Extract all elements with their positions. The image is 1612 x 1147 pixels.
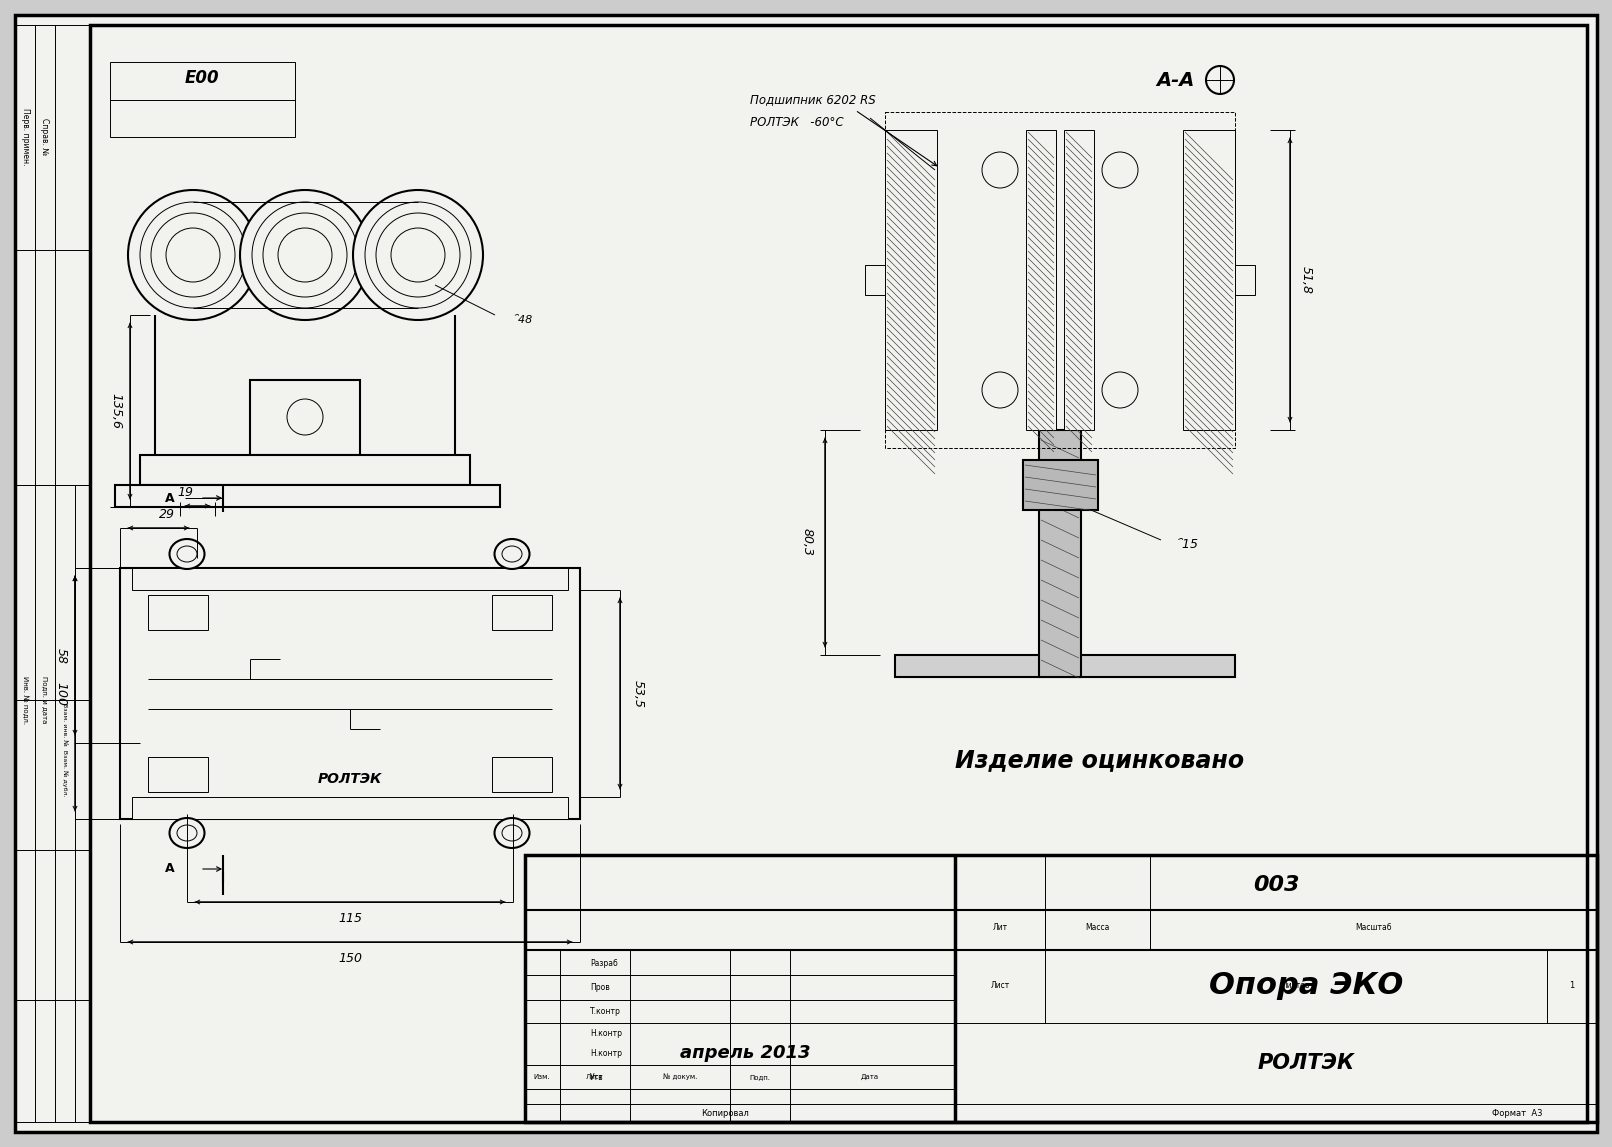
Circle shape [982,153,1019,188]
Text: Справ. №: Справ. № [40,118,50,156]
Bar [148,757,208,791]
Text: Взам. инв. №  Взам. № дубл.: Взам. инв. № Взам. № дубл. [63,703,68,797]
Text: Изделие оцинковано: Изделие оцинковано [956,748,1244,772]
Text: 29: 29 [160,507,176,521]
Text: Масса: Масса [1085,923,1109,933]
Circle shape [353,190,484,320]
Text: Пров: Пров [590,983,609,992]
Text: ҄15: ҄15 [1183,538,1199,552]
Text: Инв. № подл.: Инв. № подл. [21,676,29,724]
Text: E00: E00 [185,69,219,87]
Bar [132,797,567,819]
Text: A-A: A-A [1157,70,1194,89]
Text: 80,3: 80,3 [801,529,814,556]
Text: Н.контр: Н.контр [590,1030,622,1038]
Text: 135,6: 135,6 [110,393,123,429]
Text: Лит: Лит [993,923,1008,933]
Text: № докум.: № докум. [663,1074,696,1080]
Text: Н.контр: Н.контр [590,1048,622,1058]
Bar [1183,130,1235,430]
Ellipse shape [495,539,529,569]
Bar [1025,130,1056,430]
Circle shape [982,372,1019,408]
Text: Перв. примен.: Перв. примен. [21,108,29,166]
Text: 53,5: 53,5 [632,679,645,708]
Text: Листов: Листов [1282,982,1311,991]
Text: Разраб: Разраб [590,959,617,968]
Ellipse shape [495,818,529,848]
Ellipse shape [501,546,522,562]
Text: Подп.: Подп. [750,1074,771,1080]
Bar [1235,265,1256,295]
Text: РОЛТЭК: РОЛТЭК [1257,1053,1354,1072]
Text: 150: 150 [339,952,363,965]
Circle shape [127,190,258,320]
Text: ҄48: ҄48 [517,315,532,325]
Text: Т.контр: Т.контр [590,1007,621,1016]
Bar [1064,130,1095,430]
Bar [119,568,580,819]
Text: 115: 115 [339,912,363,924]
Bar [866,265,885,295]
Text: Лист: Лист [990,982,1009,991]
Text: Лист: Лист [587,1074,604,1080]
Bar [140,455,471,485]
Bar [110,62,295,136]
Text: A: A [164,492,174,505]
Text: 19: 19 [177,485,193,499]
Bar [492,595,551,630]
Bar [15,485,90,1122]
Bar [1040,430,1082,677]
Text: Копировал: Копировал [701,1108,750,1117]
Text: РОЛТЭК: РОЛТЭК [318,772,382,786]
Ellipse shape [169,818,205,848]
Text: Дата: Дата [861,1074,879,1080]
Bar [885,112,1235,448]
Bar [132,568,567,590]
Bar [114,485,500,507]
Text: 1: 1 [1570,982,1575,991]
Bar [15,25,90,485]
Bar [492,757,551,791]
Text: 100: 100 [55,681,68,705]
Text: 58: 58 [55,648,68,663]
Bar [250,380,359,455]
Circle shape [240,190,371,320]
Bar [148,595,208,630]
Bar [1024,460,1098,510]
Text: A: A [164,863,174,875]
Circle shape [1103,153,1138,188]
Text: Подшипник 6202 RS: Подшипник 6202 RS [750,94,875,107]
Bar [526,855,1597,1122]
Bar [895,655,1235,677]
Text: Опора ЭКО: Опора ЭКО [1209,970,1402,999]
Ellipse shape [501,825,522,841]
Text: РОЛТЭК   -60°C: РОЛТЭК -60°C [750,116,843,128]
Bar [885,130,937,430]
Text: апрель 2013: апрель 2013 [680,1044,811,1062]
Circle shape [1103,372,1138,408]
Text: Масштаб: Масштаб [1356,923,1391,933]
Ellipse shape [177,825,197,841]
Text: Формат  A3: Формат A3 [1491,1108,1543,1117]
Text: Подп. и дата: Подп. и дата [42,677,48,724]
Ellipse shape [177,546,197,562]
Text: 51,8: 51,8 [1299,266,1312,294]
Ellipse shape [169,539,205,569]
Text: Изм.: Изм. [534,1074,550,1080]
Text: 003: 003 [1253,875,1299,895]
Text: Утв: Утв [590,1072,603,1082]
